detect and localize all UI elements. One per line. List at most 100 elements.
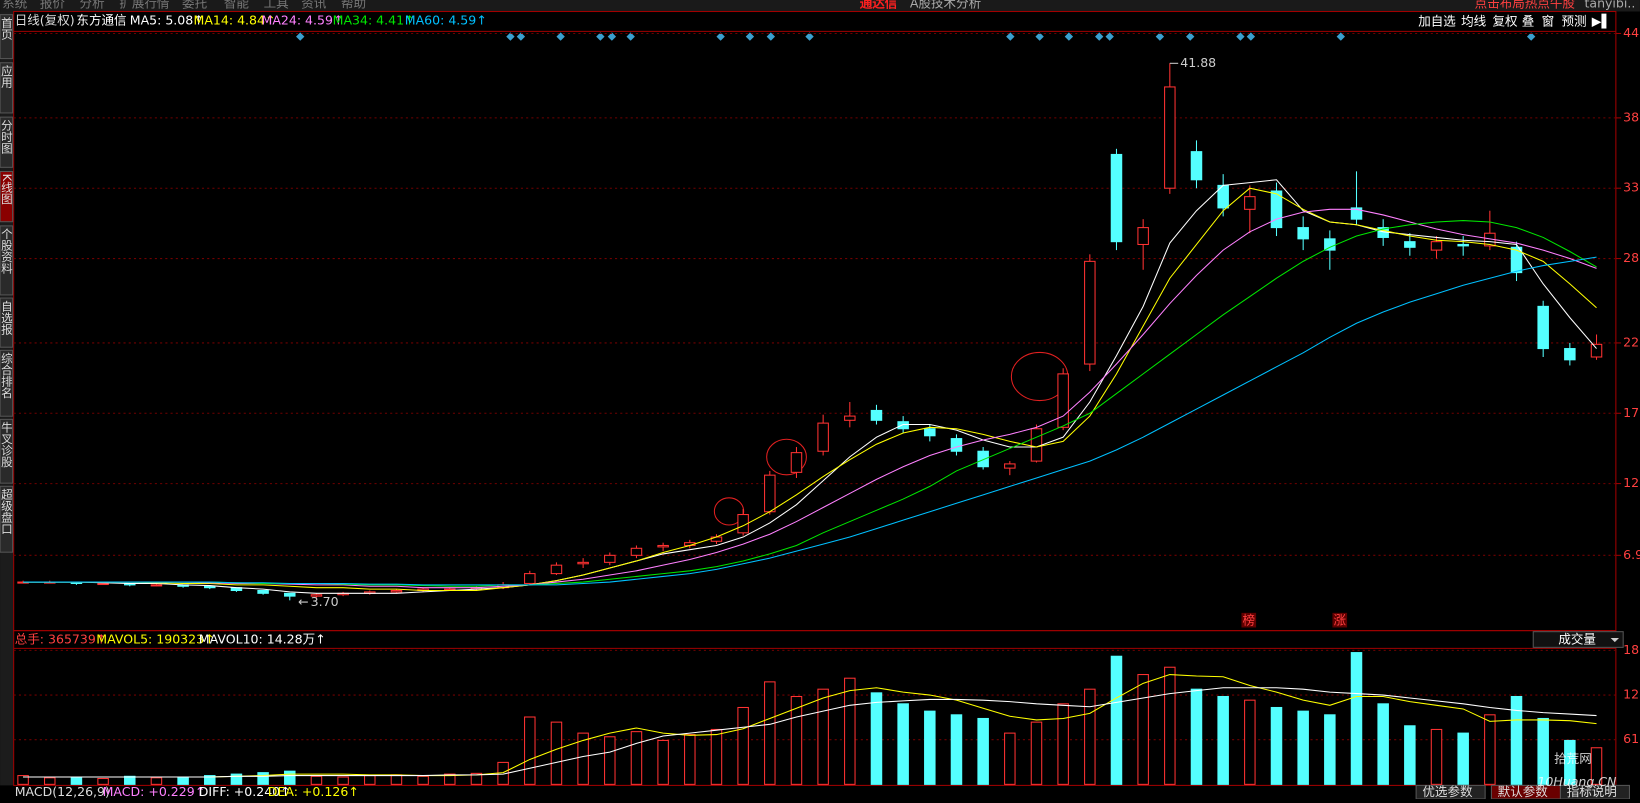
sidebar-label: 牛叉诊股 xyxy=(0,421,14,469)
candle-body xyxy=(977,450,989,468)
legend-entry: MA34: 4.41↑ xyxy=(333,12,415,27)
toolbar-button[interactable]: 窗 xyxy=(1542,13,1555,28)
volume-bar xyxy=(550,721,563,785)
volume-bar xyxy=(1484,714,1496,785)
macd-title: MACD(12,26,9) xyxy=(15,784,110,799)
sidebar-tab[interactable] xyxy=(0,116,14,168)
y-tick-label: 6.9 xyxy=(1623,547,1640,562)
volume-bar xyxy=(790,695,803,785)
sidebar-tab[interactable] xyxy=(0,170,14,223)
volume-bar xyxy=(97,777,109,785)
hot-link[interactable]: 点击布局热点牛股 xyxy=(1475,0,1576,11)
chart-title: 日线(复权) xyxy=(15,12,75,27)
candle-body xyxy=(897,421,909,430)
volume-bar xyxy=(1377,703,1389,785)
sidebar-tab[interactable] xyxy=(0,418,14,484)
volume-bar xyxy=(1404,725,1416,785)
sidebar-tab[interactable] xyxy=(0,14,14,60)
sidebar-label: 分时图 xyxy=(0,119,14,154)
volume-bar xyxy=(977,717,989,785)
volume-bar xyxy=(1244,699,1256,785)
y-tick-label: 17 xyxy=(1623,405,1639,420)
param-tab-label: 优选参数 xyxy=(1422,784,1473,799)
menu-item[interactable]: 系统 xyxy=(2,0,27,11)
volume-bar xyxy=(577,732,589,785)
legend-entry: MA60: 4.59↑ xyxy=(405,12,487,27)
app-name: A股技术分析 xyxy=(910,0,981,11)
volume-bar xyxy=(897,703,909,785)
candle-body xyxy=(257,589,269,594)
volume-bar xyxy=(364,775,376,785)
dropdown-label[interactable]: 成交量 xyxy=(1558,632,1596,647)
candle-body xyxy=(1404,241,1416,248)
candle-body xyxy=(550,564,563,575)
menu-item[interactable]: 报价 xyxy=(40,0,66,11)
candle-body xyxy=(737,514,749,534)
candle-body xyxy=(790,452,803,473)
volume-bar xyxy=(310,775,323,785)
sidebar-tab[interactable] xyxy=(0,62,14,114)
volume-bar xyxy=(924,710,936,785)
toolbar-button[interactable]: 加自选 xyxy=(1418,13,1456,28)
toolbar-button[interactable]: 预测 xyxy=(1561,13,1586,28)
candle-body xyxy=(1164,86,1176,189)
sidebar-tab[interactable] xyxy=(0,225,14,296)
volume-bar xyxy=(1590,747,1603,785)
candle-body xyxy=(604,554,616,563)
candle-body xyxy=(950,438,963,452)
sidebar-tab[interactable] xyxy=(0,485,14,553)
candle-body xyxy=(1004,463,1016,469)
menu-item[interactable]: 帮助 xyxy=(341,0,366,11)
candle-body xyxy=(1270,190,1283,229)
volume-bar xyxy=(1457,732,1469,785)
candle-body xyxy=(577,561,589,565)
sidebar-tab[interactable] xyxy=(0,349,14,417)
max-label: 41.88 xyxy=(1180,55,1216,70)
macd-item: MACD: +0.229↑ xyxy=(103,784,206,799)
menu-item[interactable]: 委托 xyxy=(182,0,208,11)
legend-entry: MAVOL10: 14.28万↑ xyxy=(199,632,326,647)
sidebar-label: 综合排名 xyxy=(0,352,14,399)
dropdown-box[interactable] xyxy=(1532,631,1624,648)
volume-bar xyxy=(470,772,483,785)
volume-bar xyxy=(630,731,643,785)
sidebar-label: 首页 xyxy=(0,16,14,40)
event-label: 涨 xyxy=(1333,613,1346,628)
menu-item[interactable]: 分析 xyxy=(80,0,105,11)
macd-item: DIFF: +0.240↑ xyxy=(199,784,291,799)
toolbar-button[interactable]: 复权 xyxy=(1492,13,1518,28)
volume-bar xyxy=(44,777,56,785)
volume-bar xyxy=(710,728,723,785)
sidebar-tab[interactable] xyxy=(0,297,14,348)
ma-line xyxy=(23,256,1597,586)
menu-item[interactable]: 工具 xyxy=(264,0,290,11)
toolbar-button[interactable]: 均线 xyxy=(1461,13,1487,28)
volume-bar xyxy=(204,775,216,785)
min-label: ← xyxy=(298,594,309,609)
y-tick-label: 22 xyxy=(1623,334,1639,349)
candle-body xyxy=(1457,243,1469,247)
volume-bar xyxy=(950,714,963,785)
volume-bar xyxy=(1057,703,1069,785)
toolbar-button[interactable]: 叠 xyxy=(1522,13,1535,28)
ma-line xyxy=(23,187,1597,592)
candle-body xyxy=(1297,227,1309,240)
candle-body xyxy=(1110,153,1123,243)
candle-body xyxy=(1564,348,1576,361)
volume-bar xyxy=(817,688,829,785)
volume-bar xyxy=(1430,728,1443,785)
volume-bar xyxy=(17,775,29,785)
sidebar-label: 个股资料 xyxy=(0,228,14,275)
volume-bar xyxy=(1297,710,1309,785)
menu-item[interactable]: 资讯 xyxy=(301,0,327,11)
sidebar-label: 超级盘口 xyxy=(0,488,14,535)
menu-item[interactable]: 扩展行情 xyxy=(119,0,169,11)
candle-body xyxy=(310,594,323,597)
candle-body xyxy=(1590,343,1603,358)
y-tick-label: 18 xyxy=(1623,642,1639,657)
legend-entry: MA14: 4.84↑ xyxy=(194,12,276,27)
menu-item[interactable]: 智能 xyxy=(224,0,250,11)
volume-bar xyxy=(257,772,269,785)
candle-body xyxy=(1190,151,1203,181)
